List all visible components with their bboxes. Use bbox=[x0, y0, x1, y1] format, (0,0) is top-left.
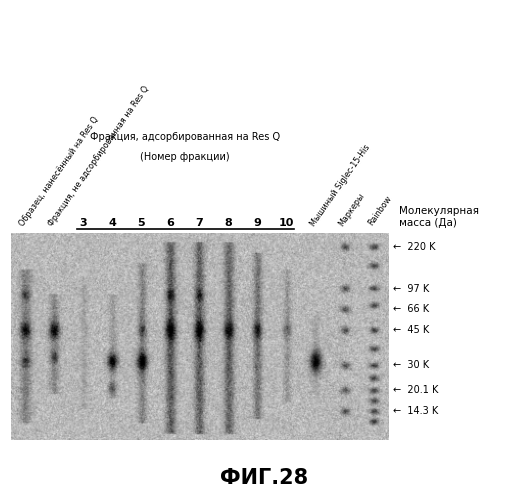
Text: ←  20.1 K: ← 20.1 K bbox=[393, 385, 439, 395]
Text: 9: 9 bbox=[253, 218, 261, 228]
Text: Фракция, адсорбированная на Res Q: Фракция, адсорбированная на Res Q bbox=[90, 132, 280, 142]
Text: Образец, нанесённый на Res Q: Образец, нанесённый на Res Q bbox=[17, 114, 100, 228]
Text: 7: 7 bbox=[195, 218, 203, 228]
Text: ←  14.3 K: ← 14.3 K bbox=[393, 406, 439, 416]
Text: Молекулярная
масса (Да): Молекулярная масса (Да) bbox=[399, 206, 479, 228]
Text: 4: 4 bbox=[108, 218, 116, 228]
Text: (Номер фракции): (Номер фракции) bbox=[140, 152, 230, 162]
Text: ←  45 K: ← 45 K bbox=[393, 325, 430, 335]
Text: Rainbow: Rainbow bbox=[366, 194, 393, 228]
Text: Мышиный Siglec-15-His: Мышиный Siglec-15-His bbox=[308, 142, 372, 228]
Text: 5: 5 bbox=[137, 218, 145, 228]
Text: ←  66 K: ← 66 K bbox=[393, 304, 429, 314]
Text: 10: 10 bbox=[279, 218, 294, 228]
Text: 8: 8 bbox=[224, 218, 232, 228]
Text: ←  97 K: ← 97 K bbox=[393, 284, 430, 294]
Text: 6: 6 bbox=[166, 218, 174, 228]
Text: ←  30 K: ← 30 K bbox=[393, 360, 429, 370]
Text: ←  220 K: ← 220 K bbox=[393, 242, 436, 252]
Text: Маркеры: Маркеры bbox=[337, 191, 366, 228]
Text: 3: 3 bbox=[79, 218, 87, 228]
Text: Фракция, не адсорбированная на Res Q: Фракция, не адсорбированная на Res Q bbox=[46, 84, 151, 228]
Text: ФИГ.28: ФИГ.28 bbox=[220, 468, 308, 487]
